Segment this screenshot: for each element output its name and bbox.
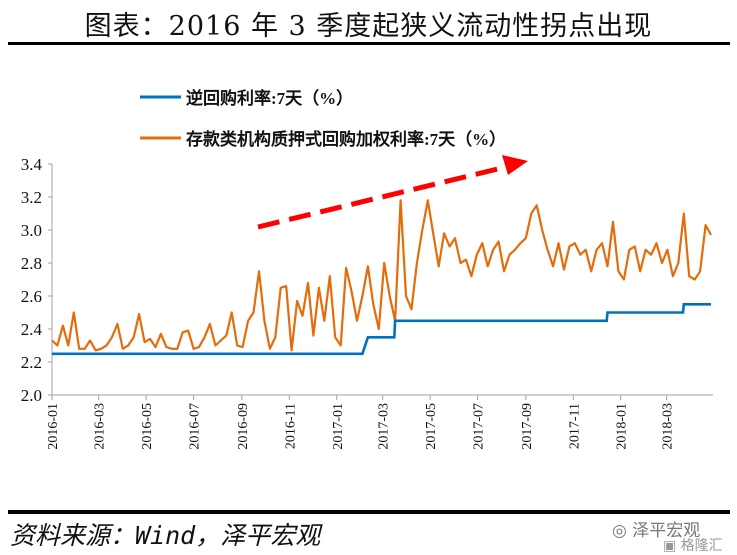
x-tick-label: 2017-01 (331, 403, 346, 450)
source-note: 资料来源：Wind，泽平宏观 (10, 521, 321, 550)
site-watermark-text: 格隆汇 (680, 538, 723, 554)
series-line-pledged-repo (51, 199, 712, 352)
series-line-reverse-repo (52, 302, 711, 356)
site-watermark: ▣ 格隆汇 (663, 535, 723, 555)
y-tick-label: 2.8 (21, 254, 42, 273)
wechat-watermark-text: 泽平宏观 (632, 521, 701, 541)
y-tick-label: 3.4 (21, 155, 43, 174)
y-tick-label: 2.2 (21, 353, 42, 372)
x-tick-label: 2017-05 (424, 403, 439, 450)
title-divider (8, 42, 730, 45)
line-chart: 逆回购利率:7天（%） 存款类机构质押式回购加权利率:7天（%） 2.0 2.2 2… (21, 88, 713, 450)
chart-title: 图表：2016 年 3 季度起狭义流动性拐点出现 (84, 11, 653, 42)
x-tick-label: 2016-05 (140, 403, 155, 450)
x-tick-label: 2016-07 (188, 403, 203, 450)
x-tick-label: 2016-11 (283, 403, 298, 449)
trend-arrow (257, 155, 528, 230)
y-tick-label: 2.6 (21, 287, 42, 306)
y-tick-label: 3.0 (21, 221, 42, 240)
y-tick-label: 2.0 (21, 386, 42, 405)
wechat-icon: ◎ (612, 521, 633, 541)
x-tick-label: 2016-01 (46, 403, 61, 450)
wechat-watermark: ◎ 泽平宏观 (612, 516, 700, 541)
x-tick-label: 2016-09 (236, 403, 251, 450)
footer-divider (8, 510, 730, 514)
x-tick-label: 2017-11 (567, 403, 582, 449)
legend-label-pledged-repo: 存款类机构质押式回购加权利率:7天（%） (186, 129, 506, 149)
x-tick-label: 2017-03 (377, 403, 392, 450)
x-tick-label: 2018-01 (615, 403, 630, 450)
trend-arrow-shaft (257, 163, 511, 230)
site-logo-icon: ▣ (663, 538, 681, 554)
x-tick-label: 2017-09 (520, 403, 535, 450)
trend-arrow-head (502, 155, 528, 175)
x-tick-label: 2016-03 (93, 403, 108, 450)
legend: 逆回购利率:7天（%） 存款类机构质押式回购加权利率:7天（%） (140, 88, 506, 149)
x-tick-label: 2018-03 (661, 403, 676, 450)
x-tick-label: 2017-07 (472, 403, 487, 450)
y-tick-label: 2.4 (21, 320, 43, 339)
legend-label-reverse-repo: 逆回购利率:7天（%） (186, 88, 353, 108)
y-tick-label: 3.2 (21, 188, 42, 207)
